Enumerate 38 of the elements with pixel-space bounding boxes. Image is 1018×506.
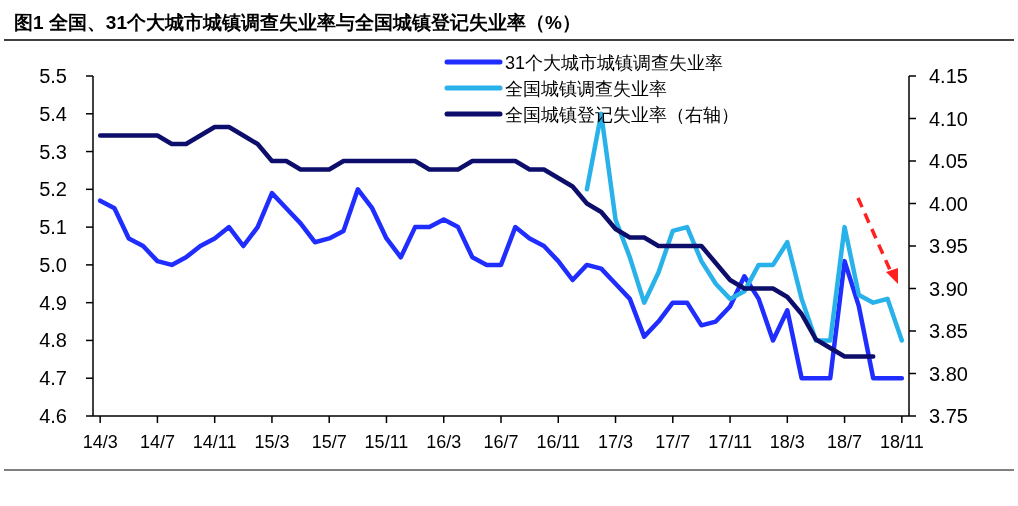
y-tick-label: 5.4: [39, 102, 67, 125]
y2-tick-label: 4.10: [929, 107, 968, 130]
y-tick-label: 5.5: [39, 65, 67, 87]
y2-tick-label: 3.75: [929, 405, 968, 427]
x-tick-label: 14/7: [139, 432, 175, 452]
legend-label: 全国城镇登记失业率（右轴）: [505, 105, 739, 125]
y2-tick-label: 4.00: [929, 192, 968, 215]
x-tick-label: 18/11: [879, 432, 924, 452]
y-tick-label: 4.8: [39, 329, 67, 352]
y2-tick-label: 3.90: [929, 277, 968, 300]
x-tick-label: 16/7: [483, 432, 519, 452]
x-tick-label: 15/11: [364, 432, 409, 452]
y2-tick-label: 3.80: [929, 362, 968, 385]
x-tick-label: 14/3: [82, 432, 118, 452]
y-tick-label: 5.3: [39, 140, 67, 163]
y2-tick-label: 3.95: [929, 235, 968, 257]
x-tick-label: 16/11: [536, 432, 581, 452]
x-tick-label: 18/3: [769, 432, 805, 452]
x-tick-label: 15/7: [311, 432, 347, 452]
x-tick-label: 16/3: [426, 432, 462, 452]
y-tick-label: 4.9: [39, 291, 67, 314]
x-tick-label: 18/7: [827, 432, 863, 452]
x-tick-label: 17/7: [655, 432, 691, 452]
y-tick-label: 4.6: [39, 405, 67, 427]
y-tick-label: 4.7: [39, 367, 67, 390]
x-tick-label: 17/11: [708, 432, 752, 452]
y2-tick-label: 4.05: [929, 150, 968, 172]
x-tick-label: 17/3: [598, 432, 634, 452]
legend-label: 31个大城市城镇调查失业率: [505, 53, 724, 73]
x-tick-label: 15/3: [254, 432, 290, 452]
x-tick-label: 14/11: [192, 432, 237, 452]
y-tick-label: 5.2: [39, 178, 67, 201]
y-tick-label: 5.1: [39, 216, 67, 239]
y2-tick-label: 4.15: [929, 65, 968, 87]
y-tick-label: 5.0: [39, 253, 67, 276]
y2-tick-label: 3.85: [929, 320, 968, 342]
chart-title: 图1 全国、31个大城市城镇调查失业率与全国城镇登记失业率（%）: [14, 12, 581, 33]
legend-label: 全国城镇调查失业率: [505, 79, 667, 99]
